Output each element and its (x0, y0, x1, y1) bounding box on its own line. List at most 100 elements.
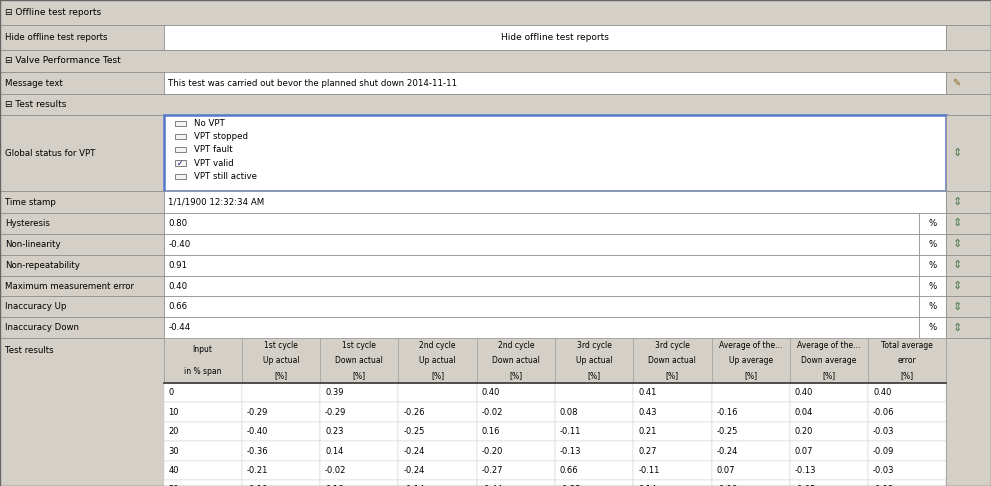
Bar (242, 480, 320, 486)
Text: -0.20: -0.20 (482, 447, 503, 455)
Bar (946, 191, 991, 213)
Text: -0.29: -0.29 (325, 408, 347, 417)
Bar (0, 72, 164, 94)
Text: 0.66: 0.66 (560, 466, 579, 475)
Bar (164, 276, 919, 296)
Bar (633, 480, 712, 486)
Text: Non-repeatability: Non-repeatability (5, 260, 80, 270)
Text: error: error (898, 356, 917, 365)
Text: [%]: [%] (275, 371, 287, 380)
Text: ⇕: ⇕ (952, 323, 961, 333)
Text: VPT valid: VPT valid (194, 158, 234, 168)
Bar (164, 338, 242, 383)
Text: Input: Input (192, 345, 213, 354)
Bar (398, 441, 477, 461)
Bar (555, 402, 633, 422)
Bar (555, 422, 633, 441)
Text: -0.27: -0.27 (482, 466, 503, 475)
Text: ⊟ Valve Performance Test: ⊟ Valve Performance Test (5, 56, 121, 65)
Text: -0.09: -0.09 (873, 447, 895, 455)
Text: %: % (929, 323, 936, 332)
Text: -0.36: -0.36 (247, 447, 269, 455)
Text: Hide offline test reports: Hide offline test reports (501, 33, 608, 42)
Bar (477, 383, 555, 402)
Text: ✎: ✎ (952, 78, 960, 88)
Text: 0: 0 (168, 388, 173, 397)
Bar (398, 480, 477, 486)
Bar (946, 234, 991, 255)
Text: 0.07: 0.07 (795, 447, 814, 455)
Bar (0, 191, 164, 213)
Text: in % span: in % span (184, 367, 221, 376)
Text: 10: 10 (168, 408, 179, 417)
Bar (919, 276, 946, 296)
Text: -0.02: -0.02 (325, 466, 347, 475)
Text: Down actual: Down actual (492, 356, 540, 365)
Text: 0.66: 0.66 (168, 302, 187, 312)
Text: Inaccuracy Up: Inaccuracy Up (5, 302, 66, 312)
Bar (164, 25, 946, 50)
Bar (633, 402, 712, 422)
Text: Message text: Message text (5, 79, 62, 87)
Text: [%]: [%] (509, 371, 522, 380)
Text: Up average: Up average (728, 356, 773, 365)
Bar (712, 480, 790, 486)
Text: Average of the...: Average of the... (798, 341, 860, 350)
Text: -0.13: -0.13 (795, 466, 817, 475)
Text: 0.14: 0.14 (325, 447, 344, 455)
Bar (790, 383, 868, 402)
Bar (398, 402, 477, 422)
Text: ⊟ Test results: ⊟ Test results (5, 100, 66, 109)
Text: 0.80: 0.80 (168, 219, 187, 228)
Bar (164, 422, 242, 441)
Bar (790, 461, 868, 480)
Bar (175, 134, 186, 139)
Bar (320, 441, 398, 461)
Text: -0.11: -0.11 (560, 427, 582, 436)
Text: 0.16: 0.16 (482, 427, 500, 436)
Text: 0.40: 0.40 (482, 388, 500, 397)
Bar (242, 441, 320, 461)
Bar (868, 402, 946, 422)
Bar (0, 115, 164, 191)
Text: ⇕: ⇕ (952, 281, 961, 291)
Text: 3rd cycle: 3rd cycle (577, 341, 611, 350)
Bar (175, 174, 186, 179)
Bar (868, 480, 946, 486)
Bar (868, 338, 946, 383)
Bar (320, 383, 398, 402)
Text: %: % (929, 219, 936, 228)
Text: Average of the...: Average of the... (719, 341, 782, 350)
Text: Hysteresis: Hysteresis (5, 219, 50, 228)
Bar (477, 422, 555, 441)
Bar (0, 25, 164, 50)
Bar (164, 480, 242, 486)
Text: %: % (929, 281, 936, 291)
Text: -0.16: -0.16 (716, 408, 738, 417)
Text: -0.03: -0.03 (873, 466, 895, 475)
Bar (477, 461, 555, 480)
Bar (398, 383, 477, 402)
Bar (919, 317, 946, 338)
Bar (175, 121, 186, 126)
Bar (0, 94, 991, 115)
Bar (555, 461, 633, 480)
Bar (242, 402, 320, 422)
Bar (946, 338, 991, 486)
Text: 0.41: 0.41 (638, 388, 657, 397)
Text: Up actual: Up actual (263, 356, 299, 365)
Bar (164, 115, 946, 191)
Bar (0, 255, 164, 276)
Bar (633, 383, 712, 402)
Bar (712, 402, 790, 422)
Text: Down actual: Down actual (335, 356, 384, 365)
Text: 2nd cycle: 2nd cycle (419, 341, 456, 350)
Text: Time stamp: Time stamp (5, 198, 55, 207)
Text: [%]: [%] (431, 371, 444, 380)
Bar (242, 461, 320, 480)
Bar (164, 441, 242, 461)
Bar (868, 422, 946, 441)
Text: -0.24: -0.24 (403, 466, 425, 475)
Text: 3rd cycle: 3rd cycle (655, 341, 690, 350)
Text: ⇕: ⇕ (952, 302, 961, 312)
